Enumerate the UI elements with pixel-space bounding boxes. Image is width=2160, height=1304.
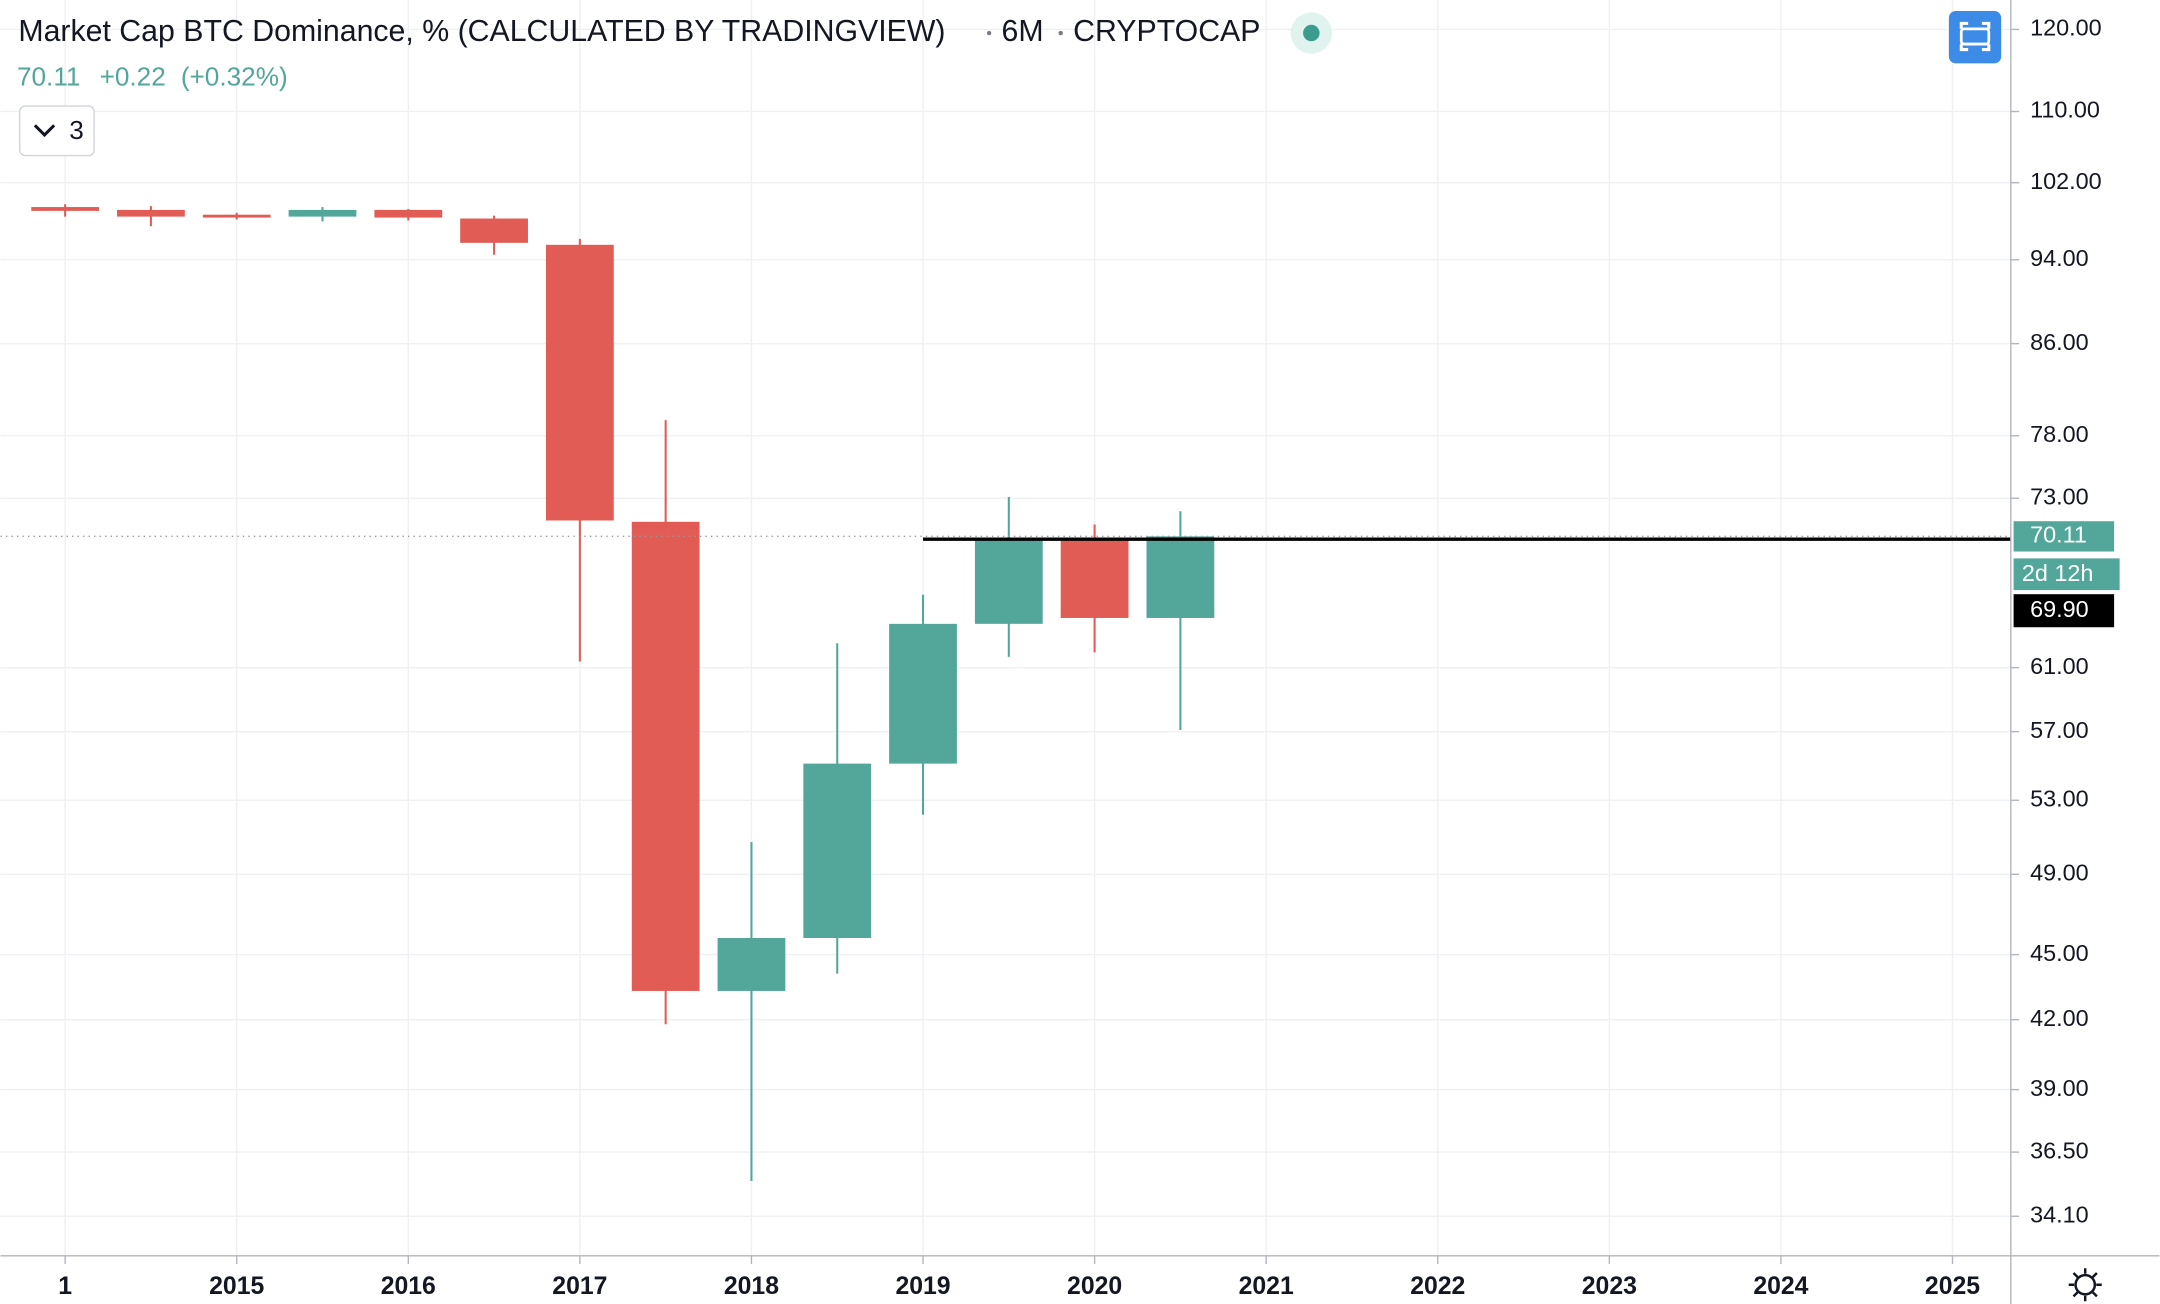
x-tick-label: 2015: [209, 1273, 264, 1300]
candle-body: [545, 244, 614, 521]
candle-body: [1146, 536, 1215, 618]
candle-body: [803, 763, 872, 938]
grid: [0, 0, 2011, 1256]
fullscreen-icon: [1959, 27, 1991, 46]
y-tick-label: 120.00: [2030, 15, 2102, 41]
y-tick-label: 78.00: [2030, 421, 2089, 447]
candle-body: [288, 209, 357, 217]
last-price-label: 70.11: [2030, 522, 2087, 548]
candle-body: [1060, 539, 1129, 618]
candle-body: [202, 214, 271, 218]
chevron: [33, 124, 56, 138]
y-tick-label: 86.00: [2030, 329, 2089, 355]
countdown-box: [2013, 558, 2120, 591]
y-tick-label: 102.00: [2030, 168, 2102, 194]
candle-body: [374, 209, 443, 218]
candle-body: [117, 209, 185, 217]
x-tick-label: 2023: [1582, 1273, 1637, 1300]
y-tick-label: 110.00: [2030, 97, 2100, 123]
y-tick-label: 53.00: [2030, 785, 2089, 811]
horizontal-line-label: 69.90: [2030, 596, 2089, 622]
fullscreen-bg[interactable]: [1948, 11, 2002, 64]
candle-body: [31, 207, 100, 211]
overlay: [0, 535, 2011, 541]
y-tick-label: 39.00: [2030, 1075, 2089, 1101]
y-tick-label: 73.00: [2030, 483, 2089, 509]
axes: 120.00 110.00 102.00 94.00 86.00 78.00 73.00 61…: [58, 15, 2120, 1300]
y-tick-label: 42.00: [2030, 1005, 2089, 1031]
indicator-toggle[interactable]: 3: [19, 105, 95, 157]
y-tick-label: 45.00: [2030, 940, 2089, 966]
x-tick-label: 2017: [552, 1273, 607, 1300]
y-tick-label: 49.00: [2030, 859, 2089, 885]
last-price-box: [2013, 521, 2115, 552]
candles: [31, 204, 1215, 1181]
candle-body: [631, 521, 700, 991]
fullscreen-button[interactable]: [1948, 11, 2002, 64]
change-percent: (+0.32%): [181, 61, 288, 91]
x-tick-label: 1: [58, 1273, 72, 1300]
chart-title: Market Cap BTC Dominance, % (CALCULATED …: [18, 15, 945, 48]
exchange: CRYPTOCAP: [1073, 15, 1260, 48]
gear-teeth: [2068, 1268, 2102, 1302]
candle-body: [460, 218, 528, 243]
fullscreen-icon: [1959, 21, 1991, 52]
market-status-dot: [1303, 24, 1320, 42]
x-tick-label: 2022: [1410, 1273, 1465, 1300]
y-tick-label: 36.50: [2030, 1137, 2089, 1163]
candle-body: [889, 623, 957, 764]
y-tick-label: 61.00: [2030, 653, 2089, 679]
change: +0.22: [100, 61, 166, 91]
x-tick-label: 2018: [724, 1273, 779, 1300]
y-tick-label: 94.00: [2030, 245, 2089, 271]
toggle-button[interactable]: [19, 105, 95, 157]
separator: [986, 30, 992, 36]
x-tick-label: 2020: [1067, 1273, 1122, 1300]
separator: [1058, 30, 1063, 36]
candle-body: [717, 938, 786, 991]
interval: 6M: [1002, 15, 1044, 48]
countdown-label: 2d 12h: [2022, 560, 2094, 586]
x-tick-label: 2016: [381, 1273, 436, 1300]
x-tick-label: 2019: [895, 1273, 950, 1300]
settings-button[interactable]: [2068, 1268, 2102, 1302]
indicator-count: 3: [69, 115, 84, 145]
y-tick-label: 34.10: [2030, 1201, 2089, 1227]
candle-body: [974, 539, 1043, 624]
x-tick-label: 2021: [1239, 1273, 1294, 1300]
gear-icon[interactable]: [2074, 1273, 2097, 1296]
y-tick-label: 57.00: [2030, 717, 2089, 743]
x-tick-label: 2025: [1925, 1273, 1980, 1300]
last-price: 70.11: [17, 61, 81, 91]
x-tick-label: 2024: [1753, 1273, 1808, 1300]
horizontal-line-box: [2013, 594, 2115, 628]
